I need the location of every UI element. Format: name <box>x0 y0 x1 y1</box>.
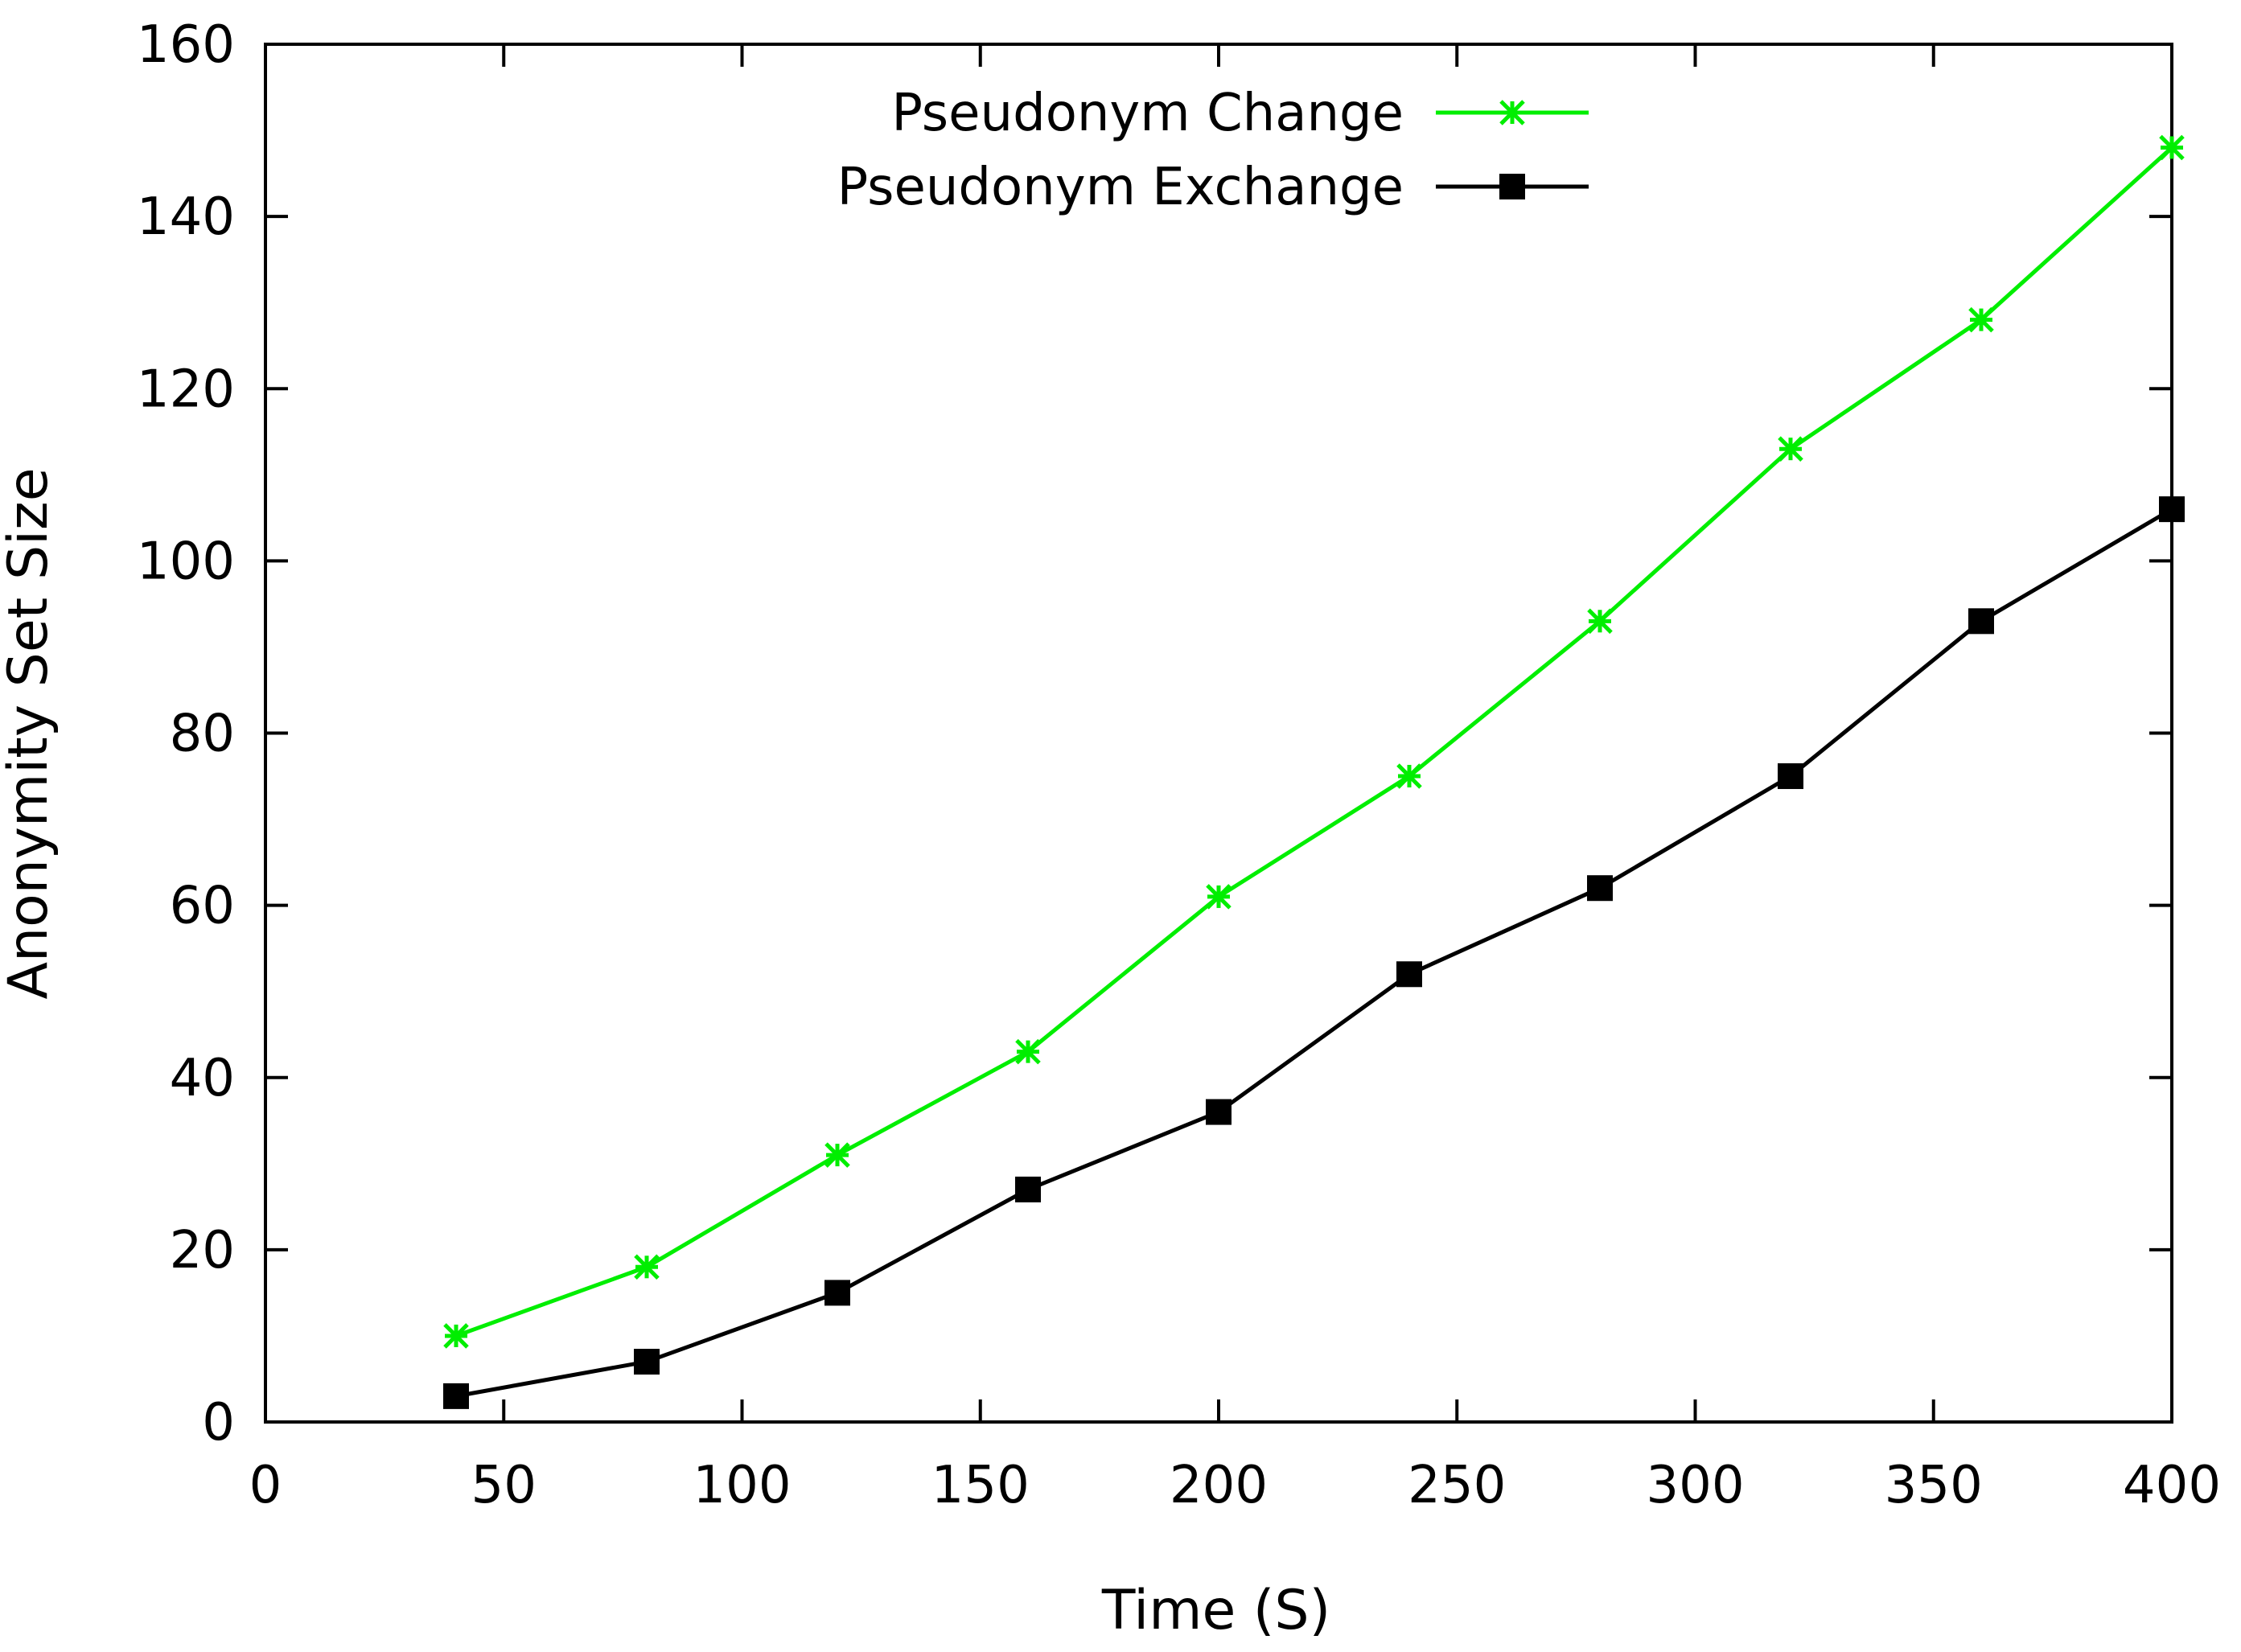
data-point-pseudonym-exchange <box>1587 875 1613 902</box>
y-tick-label: 20 <box>170 1221 235 1280</box>
data-point-pseudonym-exchange <box>1968 608 1994 635</box>
series-line-pseudonym-exchange <box>455 507 2173 1399</box>
data-point-pseudonym-exchange <box>1015 1176 1041 1202</box>
data-point-pseudonym-change <box>1396 763 1422 789</box>
legend-marker-pseudonym-exchange <box>1499 174 1525 199</box>
data-point-pseudonym-exchange <box>1778 763 1803 790</box>
data-point-pseudonym-change <box>443 1323 469 1349</box>
data-point-pseudonym-exchange <box>1396 961 1422 988</box>
y-tick-label: 160 <box>137 15 235 75</box>
data-point-pseudonym-change <box>2159 134 2185 161</box>
x-axis-title: Time (S) <box>1101 1579 1330 1642</box>
y-tick-label: 40 <box>170 1049 235 1108</box>
y-tick-label: 140 <box>137 187 235 247</box>
x-tick-label: 400 <box>2123 1456 2221 1515</box>
x-tick-label: 300 <box>1646 1456 1744 1515</box>
legend-label-pseudonym-exchange: Pseudonym Exchange <box>837 158 1404 217</box>
x-tick-label: 200 <box>1170 1456 1268 1515</box>
series-line-pseudonym-change <box>455 146 2173 1338</box>
y-tick-label: 60 <box>170 877 235 936</box>
y-tick-label: 0 <box>202 1393 235 1453</box>
data-point-pseudonym-change <box>634 1254 660 1280</box>
x-tick-label: 100 <box>693 1456 791 1515</box>
x-tick-label: 350 <box>1885 1456 1983 1515</box>
data-point-pseudonym-exchange <box>443 1383 469 1409</box>
data-point-pseudonym-change <box>1778 436 1803 462</box>
data-point-pseudonym-exchange <box>824 1280 850 1306</box>
x-tick-label: 50 <box>471 1456 537 1515</box>
legend-label-pseudonym-change: Pseudonym Change <box>891 84 1404 143</box>
x-tick-label: 250 <box>1408 1456 1506 1515</box>
y-tick-label: 100 <box>137 532 235 591</box>
plot-frame <box>264 43 2173 1424</box>
y-axis-title: Anonymity Set Size <box>0 467 60 999</box>
data-point-pseudonym-change <box>1968 306 1994 333</box>
data-point-pseudonym-exchange <box>634 1349 660 1375</box>
x-tick-label: 0 <box>249 1456 282 1515</box>
data-point-pseudonym-exchange <box>2159 496 2185 523</box>
data-point-pseudonym-change <box>1587 608 1613 635</box>
y-tick-label: 120 <box>137 360 235 419</box>
x-tick-label: 150 <box>931 1456 1030 1515</box>
data-point-pseudonym-change <box>1206 884 1232 910</box>
data-point-pseudonym-change <box>1015 1038 1041 1065</box>
data-point-pseudonym-exchange <box>1206 1099 1232 1125</box>
y-tick-label: 80 <box>170 705 235 764</box>
data-point-pseudonym-change <box>824 1142 850 1168</box>
legend-marker-pseudonym-change <box>1499 100 1525 125</box>
